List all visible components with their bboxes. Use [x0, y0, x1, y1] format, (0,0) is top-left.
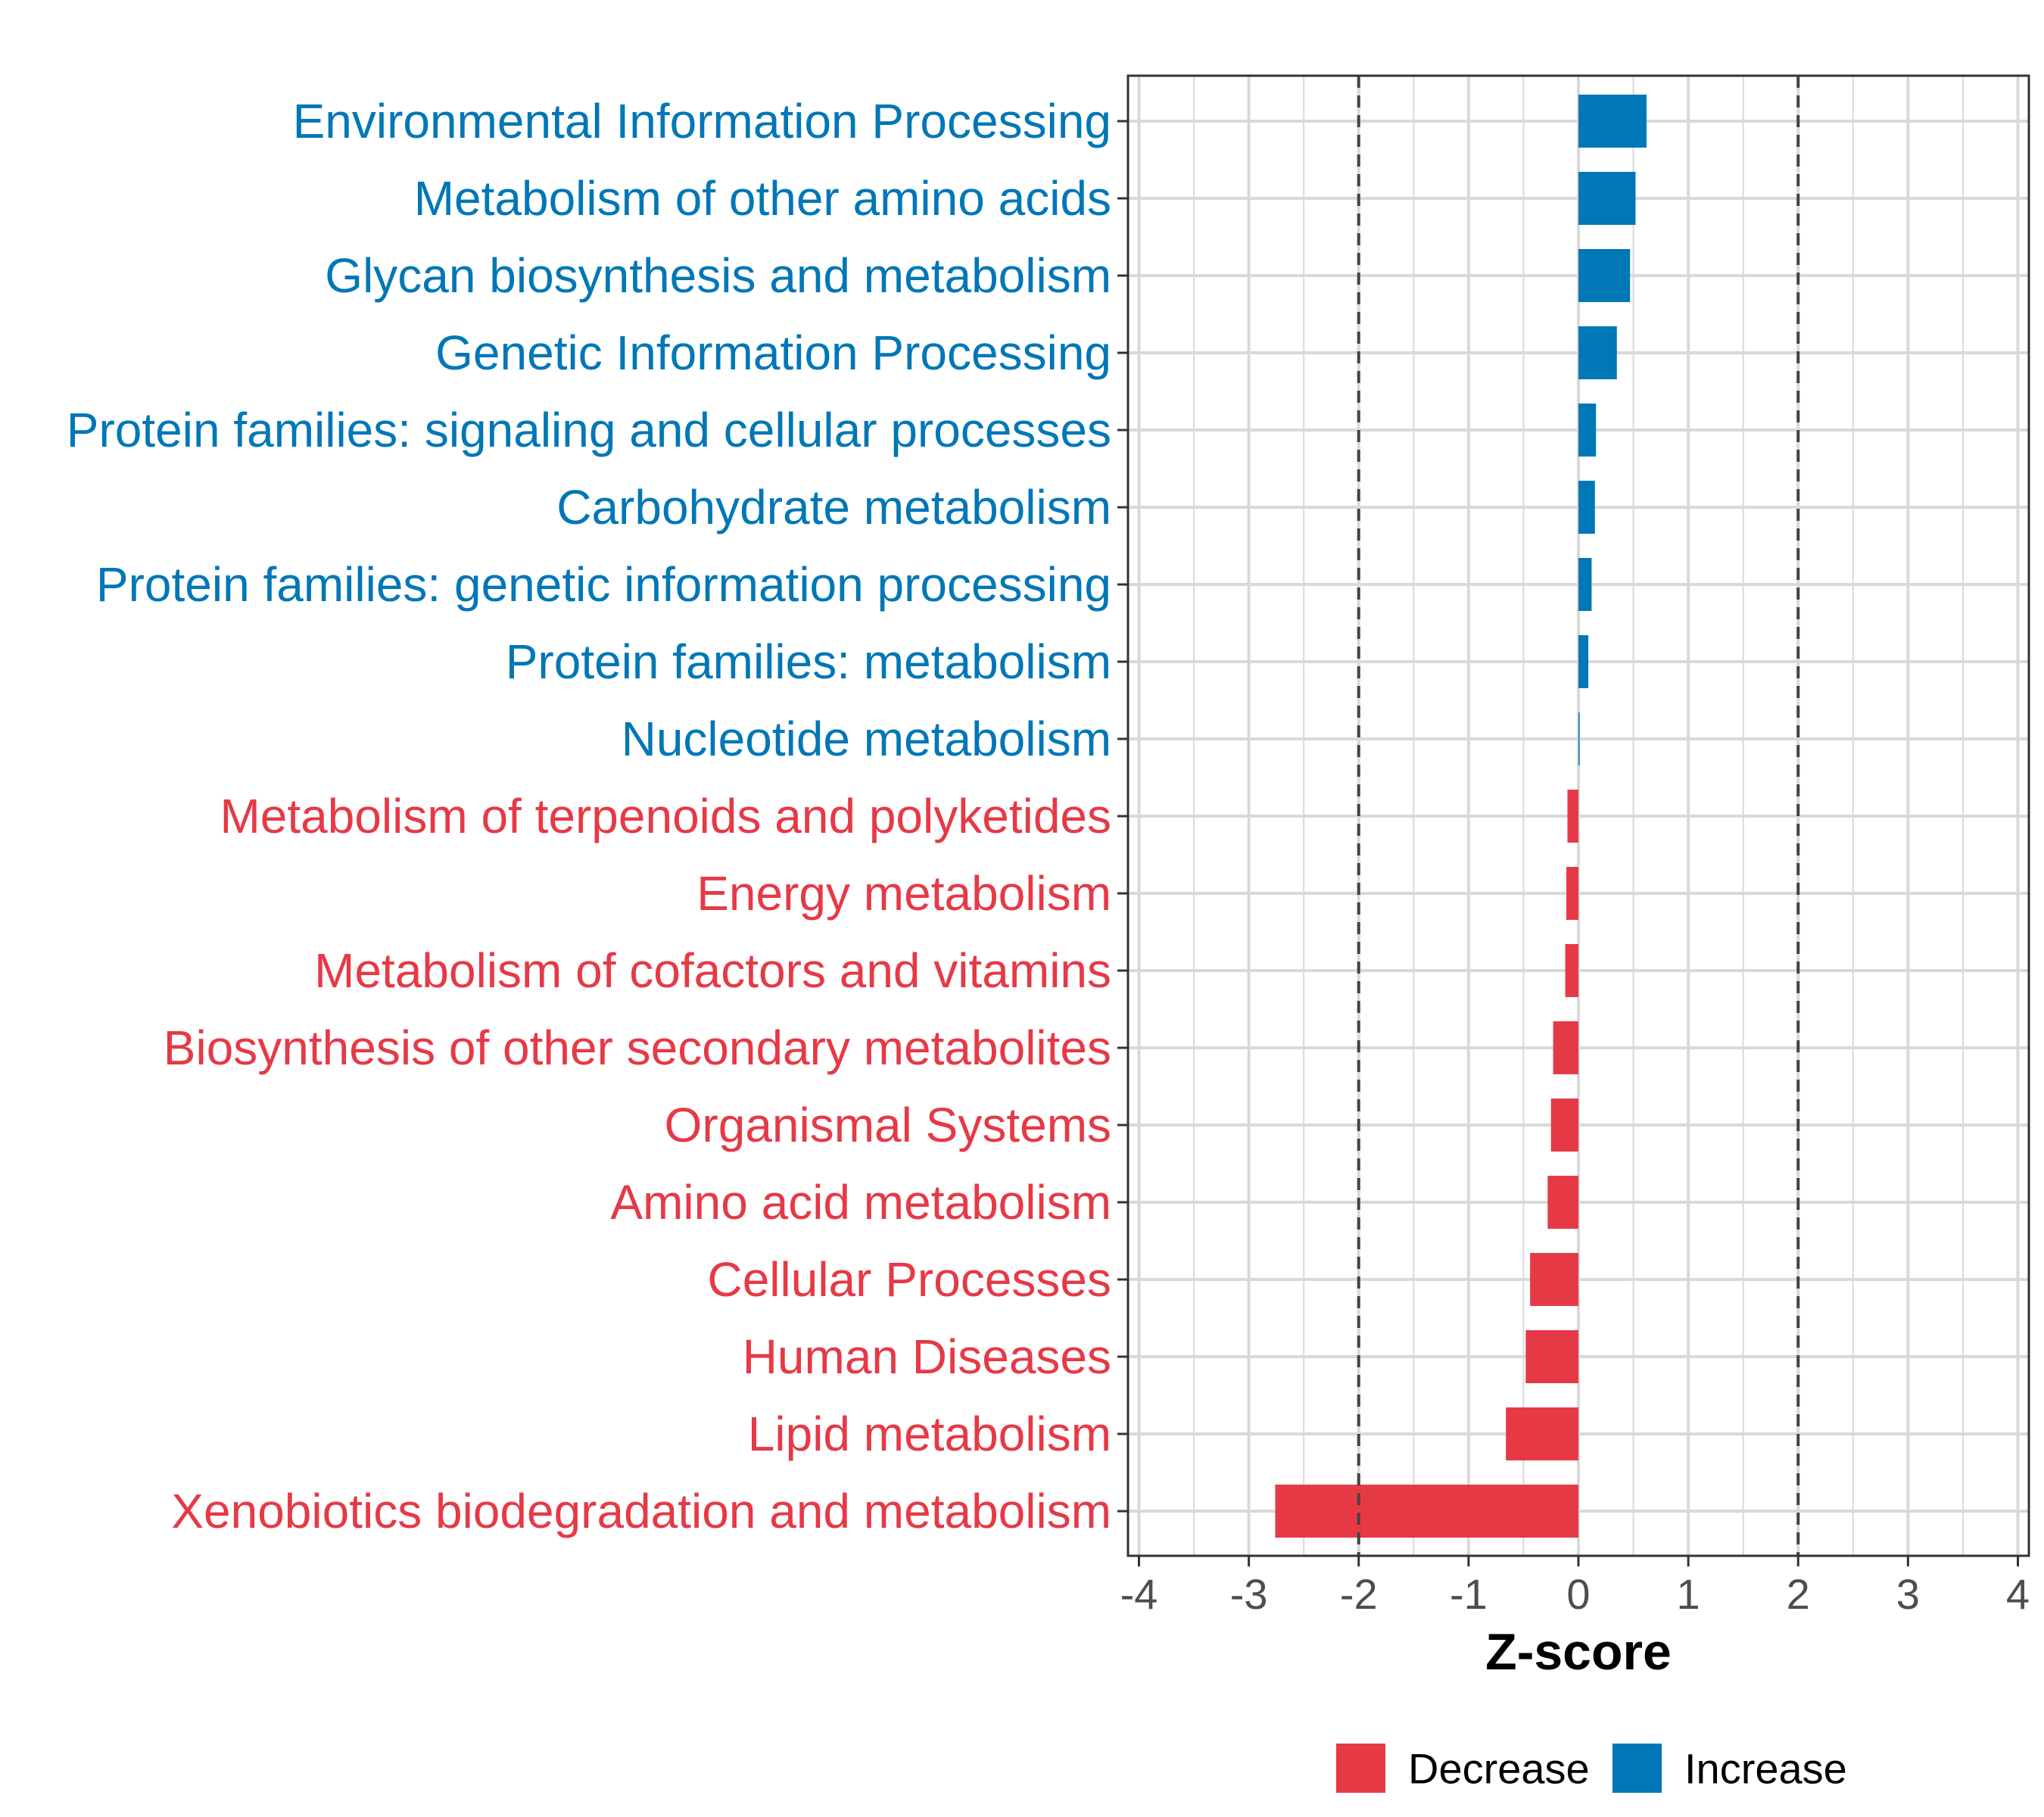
category-label: Genetic Information Processing [435, 326, 1111, 380]
category-label: Organismal Systems [665, 1098, 1111, 1152]
x-tick-label: 3 [1896, 1570, 1920, 1618]
category-label: Glycan biosynthesis and metabolism [325, 248, 1111, 303]
x-axis-title: Z-score [1485, 1623, 1672, 1681]
category-label: Nucleotide metabolism [622, 712, 1111, 766]
x-tick-label: -1 [1450, 1570, 1488, 1618]
category-label: Protein families: signaling and cellular… [67, 403, 1111, 457]
bar-increase [1578, 326, 1617, 379]
bar-increase [1578, 635, 1589, 688]
x-axis-labels: -4 -3 -2 -1 0 1 2 3 4 [1120, 1570, 2030, 1618]
category-label: Metabolism of other amino acids [414, 171, 1111, 226]
x-tick-label: 2 [1787, 1570, 1810, 1618]
bar-decrease [1506, 1407, 1578, 1460]
category-label: Cellular Processes [707, 1252, 1111, 1307]
bar-decrease [1567, 790, 1578, 843]
x-tick-label: 1 [1677, 1570, 1700, 1618]
bar-increase [1578, 404, 1597, 457]
bar-increase [1578, 95, 1647, 148]
bar-decrease [1530, 1253, 1578, 1306]
category-label: Environmental Information Processing [293, 94, 1111, 148]
x-tick-label: 0 [1566, 1570, 1590, 1618]
y-axis-ticks [1117, 120, 1128, 1513]
category-label: Metabolism of terpenoids and polyketides [220, 789, 1111, 843]
bar-increase [1578, 712, 1580, 765]
legend-label-increase: Increase [1684, 1745, 1847, 1793]
bar-increase [1578, 249, 1631, 302]
legend-swatch-decrease [1336, 1744, 1385, 1793]
bar-increase [1578, 558, 1592, 611]
category-label: Carbohydrate metabolism [556, 480, 1111, 535]
category-label: Lipid metabolism [748, 1407, 1111, 1461]
x-tick-label: 4 [2006, 1570, 2030, 1618]
bar-decrease [1550, 1099, 1578, 1152]
bar-decrease [1547, 1176, 1578, 1229]
category-label: Human Diseases [743, 1329, 1111, 1384]
legend-swatch-increase [1612, 1744, 1662, 1793]
y-axis-labels: Environmental Information Processing Meta… [67, 94, 1111, 1538]
bar-decrease [1275, 1485, 1578, 1538]
reference-lines [1357, 76, 1800, 1556]
x-tick-label: -2 [1340, 1570, 1378, 1618]
bar-increase [1578, 481, 1595, 534]
category-label: Metabolism of cofactors and vitamins [314, 943, 1111, 998]
bar-decrease [1553, 1021, 1578, 1074]
x-tick-label: -3 [1230, 1570, 1268, 1618]
category-label: Amino acid metabolism [610, 1175, 1111, 1230]
category-label: Xenobiotics biodegradation and metabolis… [171, 1484, 1111, 1538]
x-tick-label: -4 [1120, 1570, 1158, 1618]
bar-increase [1578, 172, 1636, 225]
legend-label-decrease: Decrease [1408, 1745, 1590, 1793]
bar-decrease [1566, 867, 1578, 920]
category-label: Energy metabolism [696, 866, 1111, 921]
category-label: Protein families: metabolism [506, 634, 1111, 689]
bars-layer [1275, 95, 1647, 1538]
x-axis-ticks [1138, 1556, 2019, 1566]
bar-decrease [1565, 944, 1578, 997]
category-label: Biosynthesis of other secondary metaboli… [164, 1021, 1111, 1075]
category-label: Protein families: genetic information pr… [96, 557, 1111, 612]
legend: Decrease Increase [1336, 1744, 1847, 1793]
bar-decrease [1525, 1330, 1578, 1383]
